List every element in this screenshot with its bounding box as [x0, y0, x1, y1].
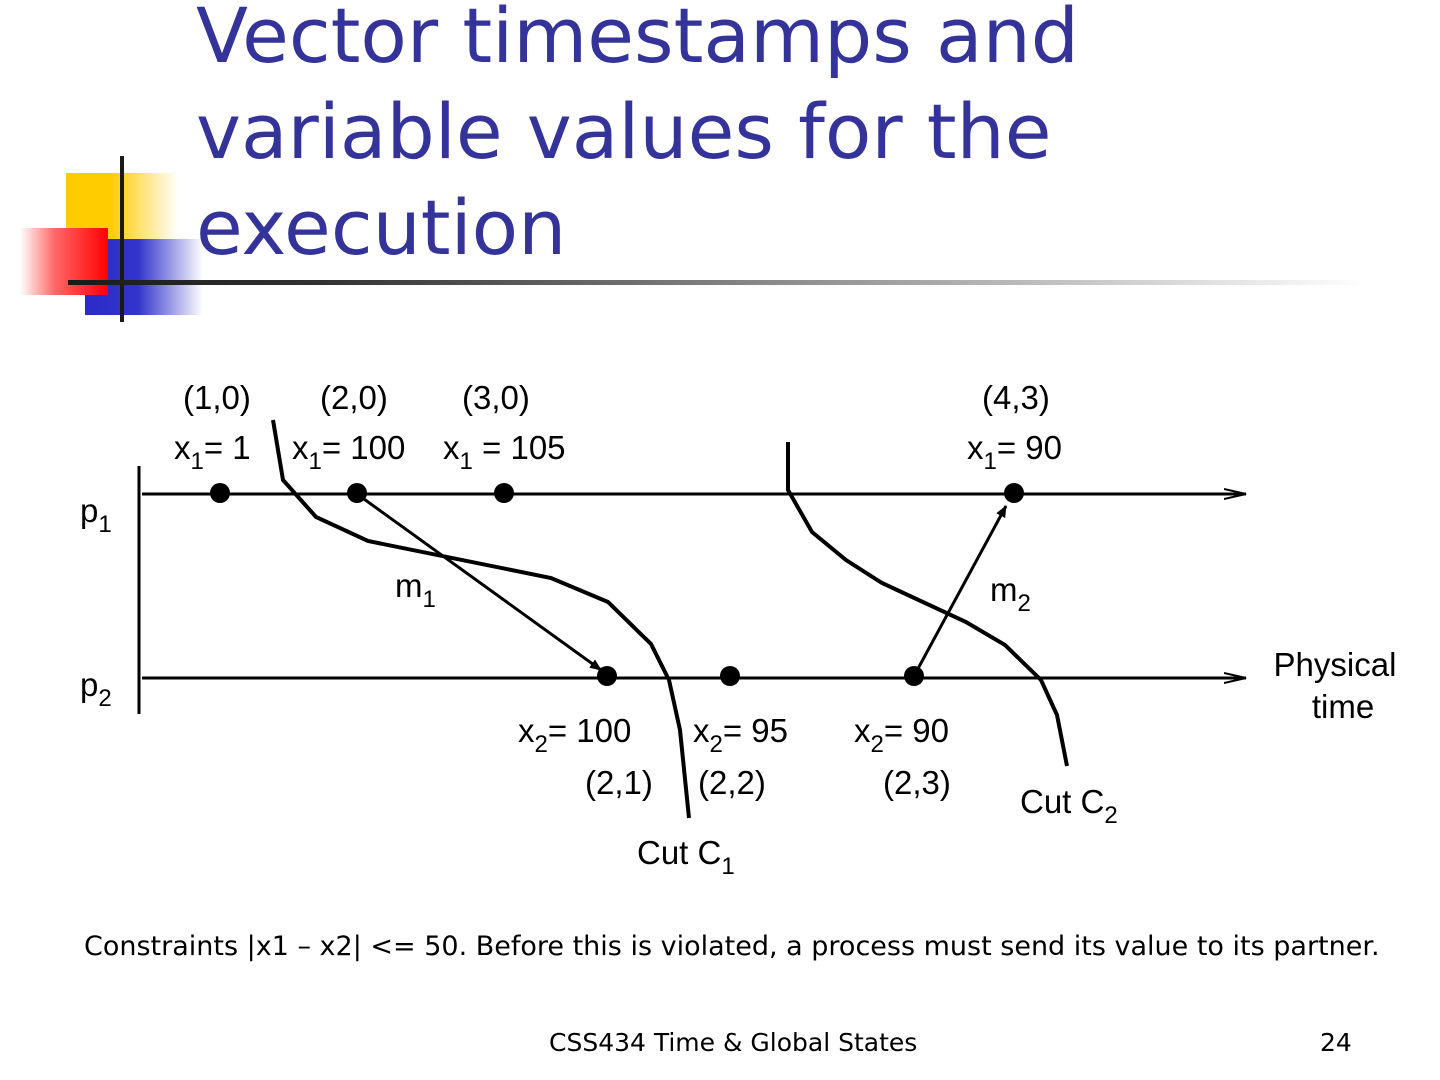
p1-event-3-value: x1 = 105: [443, 429, 566, 475]
physical-time-label-2: time: [1312, 688, 1374, 725]
p1-event-2: [347, 483, 367, 503]
cut-c2-line: [786, 442, 1069, 767]
p1-event-3-timestamp: (3,0): [462, 379, 530, 416]
p2-event-3-value: x2= 90: [854, 712, 949, 758]
p1-event-3: [494, 483, 514, 503]
title-line-3: execution: [196, 183, 567, 272]
p1-label: p1: [80, 492, 112, 538]
decor-vertical-line: [120, 156, 124, 322]
title-line-1: Vector timestamps and: [196, 0, 1080, 80]
p1-event-1-timestamp: (1,0): [183, 379, 251, 416]
slide-title: Vector timestamps and variable values fo…: [196, 0, 1396, 276]
m2-label: m2: [990, 571, 1031, 617]
title-line-2: variable values for the: [196, 87, 1052, 176]
p1-event-4-value: x1= 90: [967, 429, 1062, 475]
page-number: 24: [1320, 1028, 1352, 1057]
cut-c1-line: [271, 419, 691, 819]
p2-event-2-value: x2= 95: [693, 712, 788, 758]
p1-event-2-timestamp: (2,0): [320, 379, 388, 416]
m1-label: m1: [395, 567, 436, 613]
p2-event-3: [904, 666, 924, 686]
p2-event-3-timestamp: (2,3): [883, 764, 951, 801]
cut-c1-label: Cut C1: [637, 834, 735, 880]
p1-event-4-timestamp: (4,3): [982, 379, 1050, 416]
p2-event-2-timestamp: (2,2): [698, 764, 766, 801]
p2-event-1-value: x2= 100: [518, 712, 631, 758]
cut-c2-label: Cut C2: [1020, 783, 1118, 829]
title-underline: [68, 280, 1368, 285]
p1-event-4: [1004, 483, 1024, 503]
message-m2-arrow: [912, 505, 1008, 677]
p2-event-2: [720, 666, 740, 686]
p2-event-1: [597, 666, 617, 686]
physical-time-label: Physical: [1274, 646, 1397, 683]
p1-event-1-value: x1= 1: [174, 429, 251, 475]
p2-event-1-timestamp: (2,1): [585, 764, 653, 801]
message-m1-arrow: [356, 492, 602, 672]
p2-label: p2: [80, 666, 112, 712]
footer-title: CSS434 Time & Global States: [549, 1028, 918, 1057]
p1-event-1: [210, 483, 230, 503]
constraints-note: Constraints |x1 – x2| <= 50. Before this…: [84, 931, 1380, 962]
p1-event-2-value: x1= 100: [292, 429, 405, 475]
